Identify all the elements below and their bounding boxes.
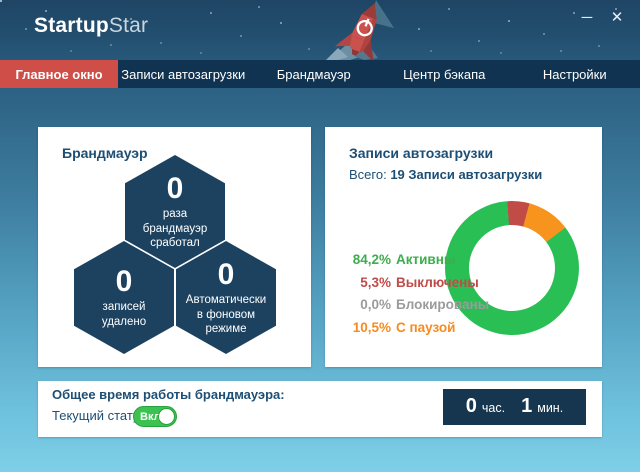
title-bar: StartupStar ─ ✕ xyxy=(0,0,640,60)
firewall-panel: Брандмауэр 0 раза брандмауэр сработал 0 … xyxy=(38,127,311,367)
status-bar-panel: Общее время работы брандмауэра: Текущий … xyxy=(38,381,602,437)
app-title-bold: Startup xyxy=(34,14,109,37)
firewall-status-toggle[interactable]: Вкл. xyxy=(133,406,177,427)
legend-label: С паузой xyxy=(396,319,456,335)
hexagon-value: 0 xyxy=(166,171,184,205)
legend-pct: 5,3% xyxy=(360,274,391,290)
uptime-label: Общее время работы брандмауэра: xyxy=(52,387,285,402)
hexagon-value: 0 xyxy=(115,264,133,298)
uptime-counter: 0 час. 1 мин. xyxy=(443,389,586,425)
tab-startup-entries[interactable]: Записи автозагрузки xyxy=(121,66,246,82)
hexagon-label: раза брандмауэр сработал xyxy=(142,208,208,249)
tab-backup-center[interactable]: Центр бэкапа xyxy=(403,66,486,82)
startup-entries-panel: Записи автозагрузки Всего: 19 Записи авт… xyxy=(325,127,602,367)
legend-pct: 0,0% xyxy=(360,297,391,312)
close-button[interactable]: ✕ xyxy=(610,9,624,26)
tab-main-window[interactable]: Главное окно xyxy=(0,60,118,88)
donut-chart xyxy=(445,201,579,335)
current-status-label: Текущий статус xyxy=(52,408,146,423)
startup-total-line: Всего: 19 Записи автозагрузки xyxy=(349,167,542,182)
chart-legend: 84,2% Активны 5,3% Выключены 0,0% Блокир… xyxy=(339,249,490,340)
legend-pct: 84,2% xyxy=(352,252,391,267)
toggle-knob[interactable] xyxy=(158,408,175,425)
uptime-hours-unit: час. xyxy=(481,401,506,415)
content-area: Брандмауэр 0 раза брандмауэр сработал 0 … xyxy=(0,88,640,472)
app-title: StartupStar xyxy=(34,14,148,38)
startup-total-value: 19 Записи автозагрузки xyxy=(390,167,543,182)
hexagon-label: Автоматически в фоновом режиме xyxy=(185,294,267,335)
hexagon-label: записей удалено xyxy=(101,301,147,328)
legend-label: Выключены xyxy=(396,274,479,290)
tab-settings[interactable]: Настройки xyxy=(542,66,607,82)
nav-tab-bar: Главное окно Записи автозагрузки Брандма… xyxy=(0,60,640,88)
firewall-panel-title: Брандмауэр xyxy=(62,145,148,161)
toggle-state-label: Вкл. xyxy=(140,410,164,423)
hexagon-entries-deleted: 0 записей удалено xyxy=(74,241,174,354)
legend-pct: 10,5% xyxy=(352,319,391,335)
legend-item-active: 84,2% Активны xyxy=(339,249,489,272)
window-controls: ─ ✕ xyxy=(574,4,630,30)
minimize-button[interactable]: ─ xyxy=(581,8,593,26)
app-title-light: Star xyxy=(108,14,149,37)
legend-label: Блокированы xyxy=(396,297,490,312)
hexagon-auto-background: 0 Автоматически в фоновом режиме xyxy=(176,241,276,354)
legend-item-disabled: 5,3% Выключены xyxy=(339,272,489,295)
startup-panel-title: Записи автозагрузки xyxy=(349,145,494,161)
uptime-minutes-value: 1 xyxy=(521,395,533,417)
legend-label: Активны xyxy=(396,252,456,267)
uptime-hours-value: 0 xyxy=(465,395,477,417)
legend-item-paused: 10,5% С паузой xyxy=(339,317,489,340)
startup-total-prefix: Всего: xyxy=(349,167,387,182)
tab-firewall[interactable]: Брандмауэр xyxy=(276,66,351,82)
hexagon-value: 0 xyxy=(217,257,235,291)
legend-item-blocked: 0,0% Блокированы xyxy=(339,294,489,317)
uptime-minutes-unit: мин. xyxy=(537,401,564,415)
rocket-logo-icon xyxy=(326,0,394,60)
